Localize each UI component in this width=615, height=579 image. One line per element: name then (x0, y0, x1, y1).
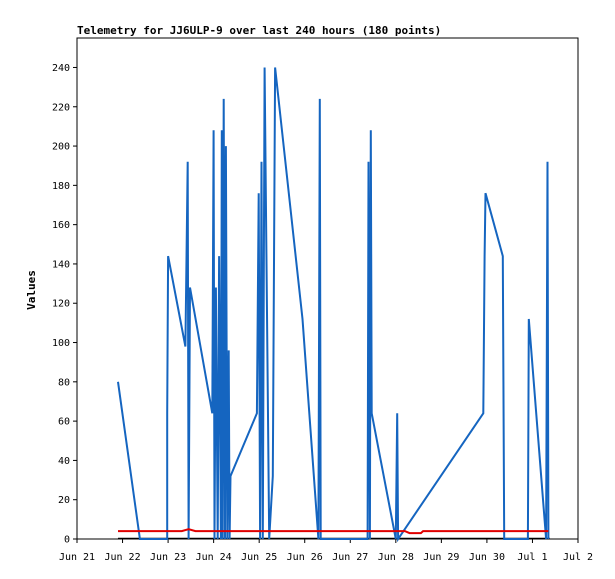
y-tick-label: 220 (52, 102, 70, 113)
y-axis-ticks: 0 20 40 60 80 100 120 140 160 180 200 220 240 (52, 63, 77, 546)
chart-title: Telemetry for JJ6ULP-9 over last 240 hou… (77, 24, 441, 37)
y-tick-label: 20 (58, 495, 70, 506)
y-tick-label: 140 (52, 259, 70, 270)
y-tick-label: 120 (52, 299, 70, 310)
series-2-line (118, 528, 549, 535)
x-axis-ticks: Jun 21 Jun 22 Jun 23 Jun 24 Jun 25 Jun 26 Jun … (59, 539, 593, 563)
y-tick-label: 0 (64, 535, 70, 546)
x-tick-label: Jun 24 (196, 552, 232, 563)
y-tick-label: 200 (52, 142, 70, 153)
series-1-line (117, 67, 550, 543)
x-tick-label: Jun 26 (287, 552, 323, 563)
y-tick-label: 60 (58, 417, 70, 428)
x-tick-label: Jun 22 (104, 552, 140, 563)
series-group (117, 67, 550, 543)
x-tick-label: Jun 29 (423, 552, 459, 563)
x-tick-label: Jun 28 (378, 552, 414, 563)
x-tick-label: Jun 25 (241, 552, 277, 563)
x-tick-label: Jun 27 (332, 552, 368, 563)
x-tick-label: Jul 1 (517, 552, 547, 563)
y-tick-label: 180 (52, 181, 70, 192)
y-tick-label: 100 (52, 338, 70, 349)
y-tick-label: 240 (52, 63, 70, 74)
x-tick-label: Jun 21 (59, 552, 95, 563)
x-tick-label: Jun 30 (469, 552, 505, 563)
y-tick-label: 40 (58, 456, 70, 467)
x-tick-label: Jul 2 (563, 552, 593, 563)
y-axis-label: Values (25, 270, 38, 310)
y-tick-label: 80 (58, 377, 70, 388)
x-tick-label: Jun 23 (150, 552, 186, 563)
y-tick-label: 160 (52, 220, 70, 231)
